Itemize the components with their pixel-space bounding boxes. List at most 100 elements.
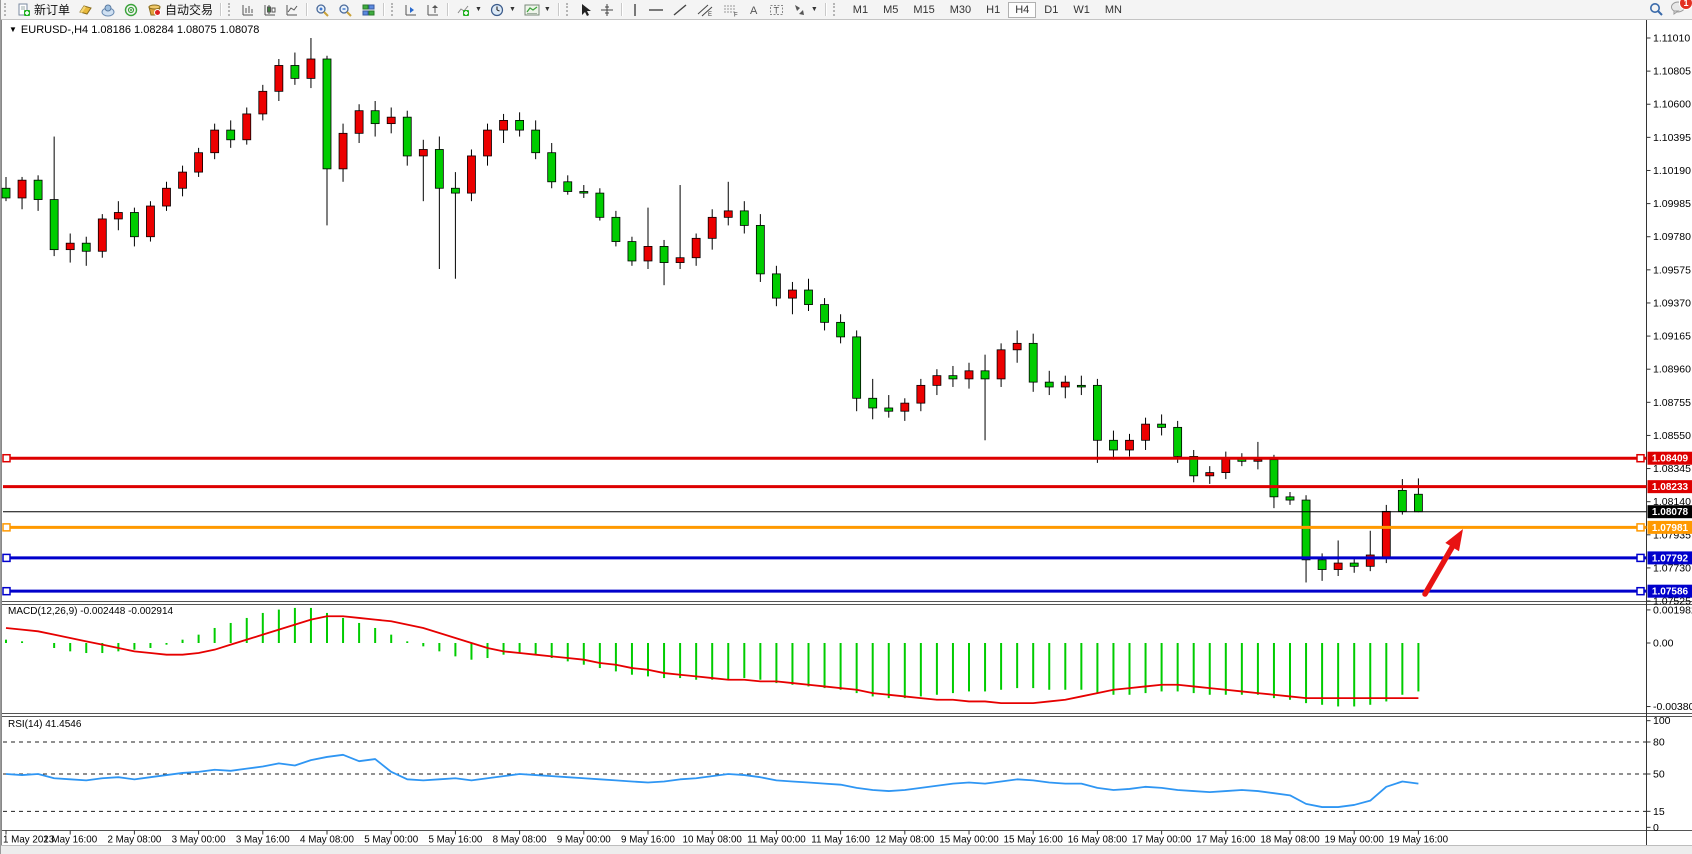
price-tag xyxy=(1647,520,1692,534)
candle-body xyxy=(450,187,460,194)
indicators-button[interactable]: ▼ xyxy=(452,1,486,18)
data-window-button[interactable] xyxy=(97,1,120,18)
horizontal-line-1.07981[interactable]: 1.07981 xyxy=(2,520,1692,534)
trend-arrow[interactable] xyxy=(1422,529,1463,597)
notification-badge: 1 xyxy=(1679,0,1692,10)
autotrading-label: 自动交易 xyxy=(165,3,214,17)
line-handle[interactable] xyxy=(2,586,11,596)
navigator-button[interactable] xyxy=(120,1,143,18)
candle-body xyxy=(146,205,155,238)
timeframe-w1[interactable]: W1 xyxy=(1073,3,1090,16)
candle-body xyxy=(226,129,236,141)
line-handle[interactable] xyxy=(1636,453,1645,463)
toolbar-separator xyxy=(447,3,450,16)
templates-button[interactable]: ▼ xyxy=(520,1,555,18)
trendline-button[interactable] xyxy=(668,1,692,18)
panel-borders xyxy=(1,19,1692,846)
text-icon: A xyxy=(748,3,761,17)
timeframe-m15[interactable]: M15 xyxy=(913,3,935,16)
candle-body xyxy=(1414,493,1423,513)
status-bar xyxy=(1,845,1692,854)
time-tick-label: 11 May 00:00 xyxy=(747,835,806,846)
cursor-button[interactable] xyxy=(575,1,596,18)
indicators-icon xyxy=(456,3,471,17)
horizontal-line-1.08409[interactable]: 1.08409 xyxy=(2,451,1692,465)
timeframe-h1[interactable]: H1 xyxy=(986,3,1001,16)
candle-body xyxy=(932,375,942,386)
fibonacci-button[interactable]: F xyxy=(718,1,744,18)
timeframe-h4[interactable]: H4 xyxy=(1008,1,1037,18)
horizontal-line-button[interactable] xyxy=(644,1,668,18)
rsi-tick-label: 0 xyxy=(1653,822,1659,834)
timeframe-m5[interactable]: M5 xyxy=(883,3,899,16)
text-label-icon: T xyxy=(769,3,784,17)
candle-body xyxy=(33,179,43,200)
price-tag xyxy=(1647,551,1692,565)
candle-body xyxy=(948,375,958,380)
time-tick-label: 15 May 16:00 xyxy=(1004,835,1064,846)
line-handle[interactable] xyxy=(2,523,11,532)
candle-body xyxy=(386,116,396,125)
line-handle[interactable] xyxy=(1636,523,1645,532)
candle-body xyxy=(1253,459,1263,462)
timeframe-mn[interactable]: MN xyxy=(1104,3,1122,16)
candle-body xyxy=(1012,342,1022,351)
text-button[interactable]: A xyxy=(744,1,765,18)
candle-body xyxy=(820,304,829,323)
candle-body xyxy=(274,65,284,92)
horizontal-line-1.08078[interactable]: 1.08078 xyxy=(3,505,1692,519)
price-tick-label: 1.09985 xyxy=(1653,198,1691,210)
timeframe-m30[interactable]: M30 xyxy=(949,3,972,16)
candle-body xyxy=(1221,457,1231,473)
timeframe-m1[interactable]: M1 xyxy=(852,3,869,16)
new-order-button[interactable]: 新订单 xyxy=(13,1,74,18)
chart-autoscroll-button[interactable] xyxy=(422,1,444,18)
time-tick-label: 3 May 00:00 xyxy=(172,835,226,846)
rsi-tick-label: 100 xyxy=(1653,715,1671,727)
svg-text:E: E xyxy=(708,12,712,17)
time-tick-label: 5 May 00:00 xyxy=(364,835,418,846)
zoom-out-button[interactable] xyxy=(334,1,357,18)
candle-body xyxy=(113,212,123,220)
crosshair-button[interactable] xyxy=(596,1,618,18)
line-handle[interactable] xyxy=(2,553,11,563)
text-label-button[interactable]: T xyxy=(765,1,788,18)
tile-windows-button[interactable] xyxy=(357,1,380,18)
zoom-in-button[interactable] xyxy=(311,1,334,18)
candle-body xyxy=(1141,423,1150,441)
chart-shift-button[interactable] xyxy=(400,1,422,18)
candle-body xyxy=(1157,423,1166,428)
bar-chart-button[interactable] xyxy=(237,1,259,18)
arrow-shaft[interactable] xyxy=(1422,544,1455,597)
candle-body xyxy=(755,225,765,275)
horizontal-line-1.07792[interactable]: 1.07792 xyxy=(2,551,1692,565)
line-handle[interactable] xyxy=(1636,553,1645,563)
horizontal-line-1.07586[interactable]: 1.07586 xyxy=(2,584,1692,598)
candle-body xyxy=(322,58,332,170)
notifications-button[interactable]: 1 xyxy=(1670,0,1692,20)
profiles-button[interactable] xyxy=(74,1,97,18)
line-handle[interactable] xyxy=(2,453,11,463)
candle-body xyxy=(418,149,428,157)
line-handle[interactable] xyxy=(1636,586,1645,596)
candle-body xyxy=(1333,562,1343,570)
candle-body xyxy=(884,407,894,412)
arrow-objects-button[interactable]: ▼ xyxy=(788,1,822,18)
chart-shift-icon xyxy=(404,3,418,17)
horizontal-line-1.08233[interactable]: 1.08233 xyxy=(3,480,1692,494)
price-axis: 1.11010 1.10805 1.10600 1.10395 1.10190 1.099… xyxy=(1646,33,1691,608)
candle-body xyxy=(258,90,268,115)
periods-button[interactable]: ▼ xyxy=(486,1,520,18)
autotrading-button[interactable]: 自动交易 xyxy=(143,1,217,18)
candlestick-chart-button[interactable] xyxy=(259,1,281,18)
vertical-line-button[interactable] xyxy=(626,1,644,18)
candle-body xyxy=(723,210,733,218)
candle-body xyxy=(49,199,59,251)
equidistant-channel-button[interactable]: E xyxy=(692,1,718,18)
price-tag-label: 1.08233 xyxy=(1652,482,1689,493)
search-icon[interactable] xyxy=(1648,2,1664,17)
timeframe-d1[interactable]: D1 xyxy=(1044,3,1059,16)
line-chart-button[interactable] xyxy=(281,1,303,18)
rsi-tick-label: 80 xyxy=(1653,736,1665,748)
